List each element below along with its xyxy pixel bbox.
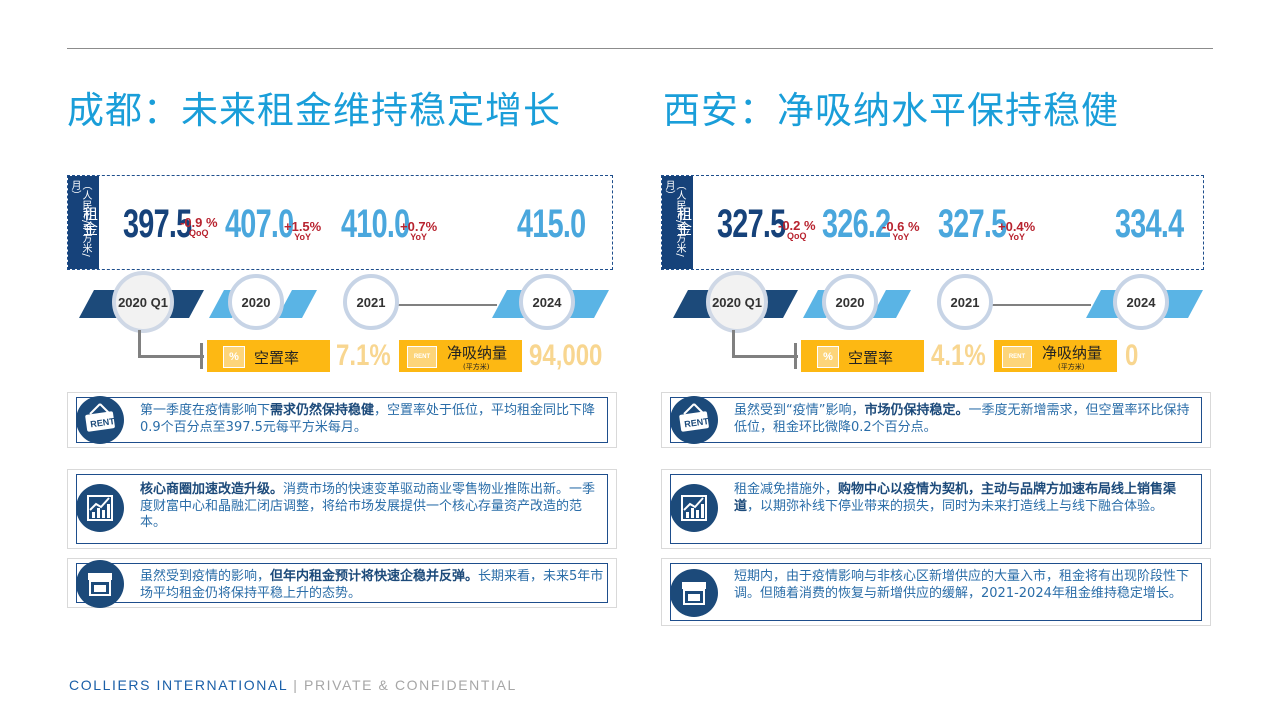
right-absorption-value: 0 — [1125, 339, 1139, 372]
rent-change-2020: -0.6 % YoY — [882, 219, 920, 242]
left-absorption-value: 94,000 — [529, 339, 603, 372]
right-card-3: 短期内，由于疫情影响与非核心区新增供应的大量入市，租金将有出现阶段性下调。但随着… — [661, 558, 1211, 626]
card-text: 短期内，由于疫情影响与非核心区新增供应的大量入市，租金将有出现阶段性下调。但随着… — [734, 569, 1190, 601]
year-circle-2020q1: 2020 Q1 — [706, 271, 768, 333]
right-absorption-box: RENT 净吸纳量 (平方米) — [994, 340, 1117, 372]
percent-icon: % — [223, 346, 245, 368]
right-card-2: 租金减免措施外，购物中心以疫情为契机，主动与品牌方加速布局线上销售渠道，以期弥补… — [661, 469, 1211, 549]
right-title: 西安：净吸纳水平保持稳健 — [663, 89, 1119, 132]
card-text: 第一季度在疫情影响下需求仍然保持稳健，空置率处于低位，平均租金同比下降0.9个百… — [140, 403, 596, 435]
footer-separator: | — [287, 677, 305, 693]
rent-change-2021: +0.7% YoY — [400, 219, 438, 242]
rent-label: 租金 — [675, 206, 693, 236]
storefront-icon — [670, 569, 718, 617]
rent-value-2021: 410.0 — [341, 202, 410, 246]
rent-value-2024: 334.4 — [1115, 202, 1184, 246]
absorption-unit: (平方米) — [1058, 363, 1085, 371]
left-absorption-box: RENT 净吸纳量 (平方米) — [399, 340, 522, 372]
growth-chart-icon — [76, 484, 124, 532]
percent-icon: % — [817, 346, 839, 368]
rent-change-2020: +1.5% YoY — [284, 219, 322, 242]
rent-sign-icon: RENT — [670, 396, 718, 444]
right-vacancy-box: % 空置率 — [801, 340, 924, 372]
left-vacancy-value: 7.1% — [336, 339, 391, 372]
absorption-label: 净吸纳量 — [447, 344, 508, 362]
timeline-arrow-light — [871, 290, 911, 318]
footer: COLLIERS INTERNATIONAL | PRIVATE & CONFI… — [69, 677, 517, 693]
left-card-2: 核心商圈加速改造升级。消费市场的快速变革驱动商业零售物业推陈出新。一季度财富中心… — [67, 469, 617, 549]
footer-company: COLLIERS INTERNATIONAL — [69, 677, 288, 693]
absorption-label: 净吸纳量 — [1042, 344, 1103, 362]
rent-value-2020q1: 327.5 — [717, 202, 786, 246]
svg-text:RENT: RENT — [684, 416, 710, 429]
top-divider — [67, 48, 1213, 49]
rent-value-2020: 326.2 — [822, 202, 891, 246]
left-card-1: RENT 第一季度在疫情影响下需求仍然保持稳健，空置率处于低位，平均租金同比下降… — [67, 392, 617, 448]
rent-sign-icon: RENT — [76, 396, 124, 444]
card-text: 核心商圈加速改造升级。消费市场的快速变革驱动商业零售物业推陈出新。一季度财富中心… — [140, 482, 596, 530]
left-rent-box: （人民币/平方米/月） 租金 397.5 -0.9 % QoQ 407.0 +1.… — [67, 175, 613, 270]
left-card-3: 虽然受到疫情的影响，但年内租金预计将快速企稳并反弹。长期来看，未来5年市场平均租… — [67, 558, 617, 608]
rent-change-2021: +0.4% YoY — [998, 219, 1036, 242]
year-circle-2020: 2020 — [822, 274, 878, 330]
vacancy-label: 空置率 — [254, 349, 300, 367]
year-circle-2021: 2021 — [343, 274, 399, 330]
right-card-1: RENT 虽然受到“疫情”影响，市场仍保持稳定。一季度无新增需求，但空置率环比保… — [661, 392, 1211, 448]
rent-value-2024: 415.0 — [517, 202, 586, 246]
rent-value-2020q1: 397.5 — [123, 202, 192, 246]
bracket — [138, 355, 204, 358]
timeline-arrow-light — [277, 290, 317, 318]
svg-text:RENT: RENT — [90, 416, 116, 429]
bracket — [138, 330, 141, 357]
rent-value-2021: 327.5 — [938, 202, 1007, 246]
left-title: 成都：未来租金维持稳定增长 — [67, 89, 561, 132]
year-circle-2020: 2020 — [228, 274, 284, 330]
right-rent-box: （人民币/平方米/月） 租金 327.5 -0.2 % QoQ 326.2 -0.… — [661, 175, 1204, 270]
footer-note: PRIVATE & CONFIDENTIAL — [304, 677, 517, 693]
growth-chart-icon — [670, 484, 718, 532]
card-text: 虽然受到疫情的影响，但年内租金预计将快速企稳并反弹。长期来看，未来5年市场平均租… — [140, 569, 604, 601]
rent-value-2020: 407.0 — [225, 202, 294, 246]
rent-label: 租金 — [81, 206, 99, 236]
year-circle-2024: 2024 — [1113, 274, 1169, 330]
absorption-unit: (平方米) — [463, 363, 490, 371]
rent-tag-icon: RENT — [1002, 346, 1032, 368]
storefront-icon — [76, 560, 124, 608]
rent-unit: （人民币/平方米/月） — [69, 180, 91, 257]
right-timeline: 2020 Q1 2020 2021 2024 — [661, 271, 1221, 335]
bracket — [732, 330, 735, 357]
timeline-line — [991, 304, 1091, 306]
bracket — [732, 355, 798, 358]
right-vacancy-value: 4.1% — [931, 339, 986, 372]
year-circle-2024: 2024 — [519, 274, 575, 330]
rent-unit: （人民币/平方米/月） — [663, 180, 685, 257]
rent-tag-icon: RENT — [407, 346, 437, 368]
rent-label-bar: （人民币/平方米/月） 租金 — [662, 176, 693, 269]
rent-label-bar: （人民币/平方米/月） 租金 — [68, 176, 99, 269]
year-circle-2021: 2021 — [937, 274, 993, 330]
rent-change-qoq: -0.9 % QoQ — [180, 215, 218, 238]
bracket — [200, 343, 203, 369]
year-circle-2020q1: 2020 Q1 — [112, 271, 174, 333]
vacancy-label: 空置率 — [848, 349, 894, 367]
timeline-line — [397, 304, 497, 306]
bracket — [794, 343, 797, 369]
card-text: 租金减免措施外，购物中心以疫情为契机，主动与品牌方加速布局线上销售渠道，以期弥补… — [734, 482, 1177, 514]
rent-change-qoq: -0.2 % QoQ — [778, 218, 816, 241]
left-timeline: 2020 Q1 2020 2021 2024 — [67, 271, 627, 335]
card-text: 虽然受到“疫情”影响，市场仍保持稳定。一季度无新增需求，但空置率环比保持低位，租… — [734, 403, 1190, 435]
left-vacancy-box: % 空置率 — [207, 340, 330, 372]
